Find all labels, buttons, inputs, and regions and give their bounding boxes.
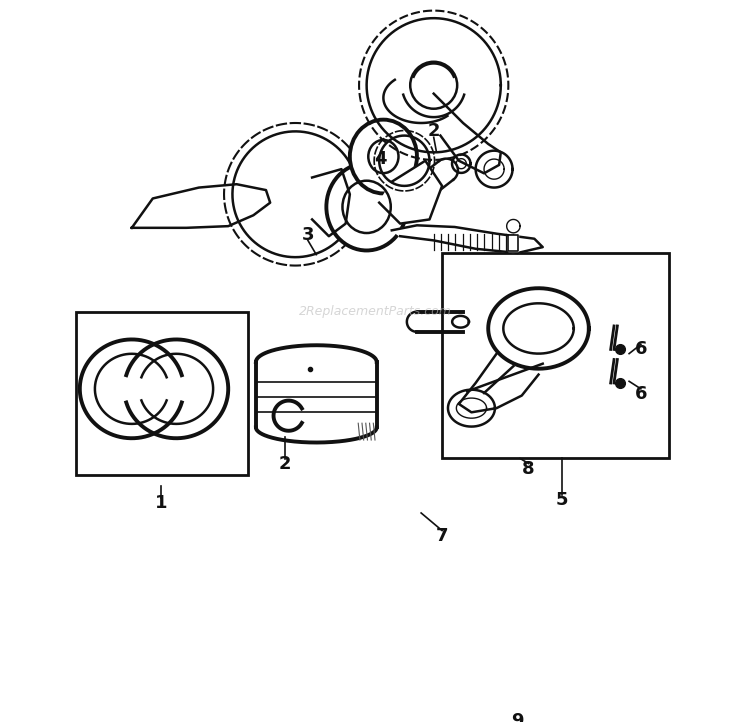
Polygon shape bbox=[392, 225, 543, 253]
Text: 4: 4 bbox=[374, 150, 387, 168]
Text: 2: 2 bbox=[279, 456, 292, 474]
Polygon shape bbox=[380, 161, 442, 224]
Text: 6: 6 bbox=[634, 385, 647, 403]
Ellipse shape bbox=[350, 120, 417, 193]
Circle shape bbox=[410, 62, 458, 109]
Bar bbox=[442, 253, 668, 458]
Text: 6: 6 bbox=[634, 341, 647, 358]
Polygon shape bbox=[312, 169, 350, 236]
Polygon shape bbox=[509, 235, 518, 251]
Text: 7: 7 bbox=[436, 528, 448, 545]
Text: 3: 3 bbox=[302, 225, 314, 243]
Text: 9: 9 bbox=[512, 712, 524, 722]
Text: 5: 5 bbox=[556, 492, 568, 510]
Ellipse shape bbox=[326, 163, 406, 251]
Bar bbox=[76, 312, 248, 475]
Text: 1: 1 bbox=[155, 494, 167, 512]
Text: 2ReplacementParts.com: 2ReplacementParts.com bbox=[298, 305, 452, 318]
Text: 2: 2 bbox=[427, 122, 440, 140]
Polygon shape bbox=[132, 184, 270, 228]
Text: 8: 8 bbox=[522, 461, 535, 479]
